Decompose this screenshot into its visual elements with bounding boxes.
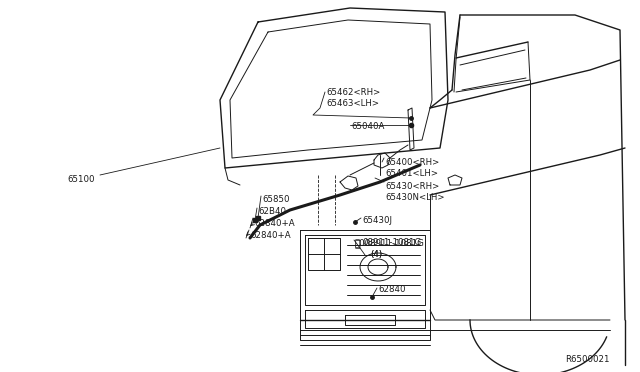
Text: Ⓝ: Ⓝ — [355, 238, 361, 248]
Text: 65400<RH>: 65400<RH> — [385, 158, 439, 167]
Text: 62840: 62840 — [378, 285, 406, 294]
Text: R6500021: R6500021 — [565, 355, 609, 364]
Text: 65850: 65850 — [262, 195, 289, 204]
Text: 62840+A: 62840+A — [254, 219, 294, 228]
Text: 65462<RH>: 65462<RH> — [326, 88, 380, 97]
Text: (4): (4) — [370, 250, 382, 259]
Text: ⑀008911-1081G: ⑀008911-1081G — [355, 238, 425, 247]
Text: 65430N<LH>: 65430N<LH> — [385, 193, 445, 202]
Text: 65040A: 65040A — [351, 122, 385, 131]
Text: 65430<RH>: 65430<RH> — [385, 182, 439, 191]
Text: 65401<LH>: 65401<LH> — [385, 169, 438, 178]
Text: 62840+A: 62840+A — [250, 231, 291, 240]
Text: 65100: 65100 — [67, 175, 95, 184]
Text: 62B40: 62B40 — [258, 207, 286, 216]
Text: (4): (4) — [370, 250, 382, 259]
Text: 65430J: 65430J — [362, 216, 392, 225]
Text: 08911-1081G: 08911-1081G — [362, 238, 421, 247]
Text: 65463<LH>: 65463<LH> — [326, 99, 379, 108]
